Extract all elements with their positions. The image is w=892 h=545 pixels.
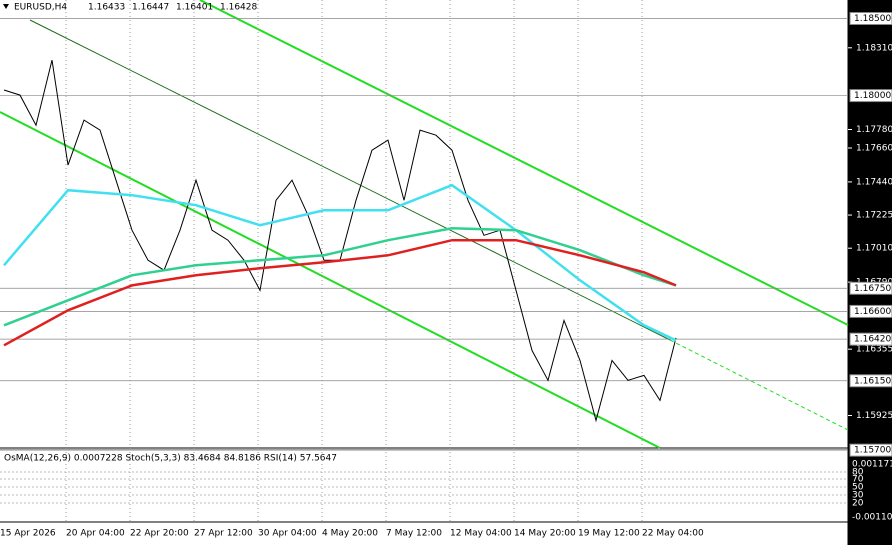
- y-tick-label: 1.16355: [856, 345, 892, 355]
- x-tick-label: 15 Apr 2026: [0, 529, 56, 539]
- level-label: 1.16150: [854, 376, 891, 386]
- channel-mid: [29, 19, 671, 341]
- y-tick-label: 1.17225: [856, 211, 892, 221]
- level-label: 1.16600: [854, 307, 891, 317]
- level-box: [849, 11, 892, 25]
- level-label: 1.18500: [854, 14, 891, 24]
- channel-mid-ext: [669, 339, 849, 431]
- level-box: [849, 332, 892, 346]
- y-tick-label: 1.15925: [856, 411, 892, 421]
- menu-arrow[interactable]: [3, 4, 9, 9]
- level-box: [849, 89, 892, 103]
- indicator-scale-label: 80: [852, 468, 864, 478]
- x-tick-label: 30 Apr 04:00: [258, 529, 317, 539]
- x-tick-label: 22 May 04:00: [642, 529, 704, 539]
- x-tick-label: 12 May 04:00: [450, 529, 512, 539]
- y-tick-label: 1.18310: [856, 43, 892, 53]
- channel-lower: [0, 111, 661, 449]
- series-line: [3, 238, 677, 347]
- x-tick-label: 14 May 20:00: [514, 529, 576, 539]
- y-tick-label: 1.17660: [856, 143, 892, 153]
- series-line: [3, 183, 677, 342]
- x-tick-label: 22 Apr 20:00: [130, 529, 189, 539]
- x-tick-label: 27 Apr 12:00: [194, 529, 253, 539]
- y-tick-label: 1.17440: [856, 177, 892, 187]
- x-tick-label: 19 May 12:00: [578, 529, 640, 539]
- level-label: 1.15700: [854, 446, 891, 456]
- level-label: 1.18000: [854, 91, 891, 101]
- indicator-scale-label: 50: [852, 483, 864, 493]
- quote-value: 1.16428: [220, 3, 257, 13]
- level-box: [849, 304, 892, 318]
- channel-upper: [199, 0, 849, 326]
- level-box: [849, 443, 892, 457]
- y-tick-label: 1.17010: [856, 244, 892, 254]
- quote-value: 1.16433: [88, 3, 125, 13]
- y-tick-label: 1.17780: [856, 125, 892, 135]
- level-label: 1.16420: [854, 335, 891, 345]
- symbol: EURUSD,H4: [14, 3, 67, 13]
- indicator-scale-label: 20: [852, 499, 864, 509]
- x-tick-label: 7 May 12:00: [386, 529, 442, 539]
- level-box: [849, 281, 892, 295]
- quote-value: 1.16401: [176, 3, 213, 13]
- indicator-header: OsMA(12,26,9) 0.0007228 Stoch(5,3,3) 83.…: [4, 454, 337, 464]
- indicator-scale-label: 70: [852, 475, 864, 485]
- indicator-scale-label: -0.001103: [852, 513, 892, 523]
- indicator-scale-label: 30: [852, 491, 864, 501]
- series-line: [3, 227, 677, 327]
- indicator-scale-label: 0.001171: [852, 460, 892, 470]
- x-tick-label: 20 Apr 04:00: [66, 529, 125, 539]
- level-label: 1.16750: [854, 284, 891, 294]
- level-box: [849, 374, 892, 388]
- x-tick-label: 4 May 20:00: [322, 529, 378, 539]
- quote-value: 1.16447: [132, 3, 169, 13]
